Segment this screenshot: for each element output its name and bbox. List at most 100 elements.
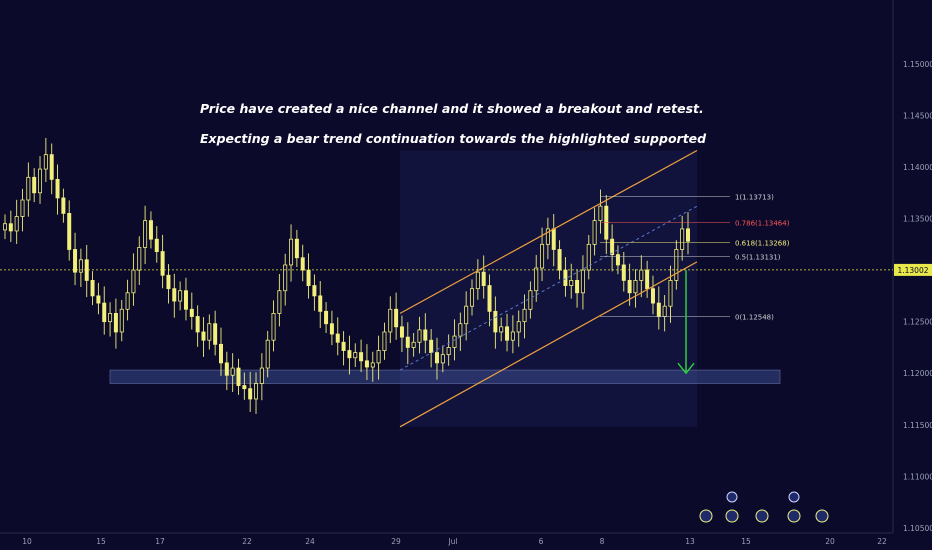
candle-body	[423, 329, 428, 341]
candle-body	[621, 264, 626, 281]
y-tick-label: 1.12000	[903, 369, 932, 378]
annotation-note-1: Price have created a nice channel and it…	[200, 101, 704, 116]
candle-body	[656, 302, 661, 317]
candle-body	[633, 280, 638, 294]
candle-body	[289, 238, 294, 266]
candle-body	[399, 326, 404, 338]
candle-body	[563, 269, 568, 286]
candle-body	[586, 243, 591, 271]
candle-body	[73, 249, 78, 273]
candle-body	[148, 220, 153, 240]
x-tick-label: 6	[539, 537, 544, 546]
candle-body	[405, 336, 410, 348]
candle-body	[464, 305, 469, 325]
candle-body	[131, 269, 136, 294]
candle-body	[615, 254, 620, 266]
candle-body	[55, 178, 60, 199]
candle-body	[580, 269, 585, 294]
candle-body	[3, 223, 8, 231]
event-marker-icon	[699, 509, 713, 523]
candle-body	[569, 280, 574, 286]
x-tick-label: 20	[825, 537, 835, 546]
candle-body	[213, 323, 218, 345]
x-tick-label: 17	[155, 537, 165, 546]
candle-body	[248, 388, 253, 400]
fib-level-label: 0.5(1.13131)	[735, 254, 781, 262]
projection-arrow-head	[677, 362, 695, 375]
candle-body	[510, 331, 515, 341]
candle-body	[96, 295, 101, 304]
candle-body	[475, 271, 480, 290]
candle-body	[370, 362, 375, 368]
x-tick-label: 22	[877, 537, 887, 546]
candle-body	[108, 313, 113, 323]
candle-body	[195, 316, 200, 333]
candle-body	[557, 249, 562, 271]
candle-body	[26, 176, 31, 201]
candle-body	[575, 280, 580, 294]
x-tick-label: 8	[600, 537, 605, 546]
y-tick-label: 1.15000	[903, 60, 932, 69]
candle-body	[160, 251, 165, 276]
candle-body	[67, 213, 72, 250]
candle-body	[119, 308, 124, 333]
candle-body	[359, 352, 364, 362]
candle-body	[662, 305, 667, 317]
candle-body	[271, 313, 276, 341]
candle-body	[8, 223, 13, 232]
candle-body	[49, 154, 54, 180]
candle-body	[528, 290, 533, 310]
x-tick-label: 15	[741, 537, 751, 546]
candle-body	[189, 308, 194, 317]
candle-body	[265, 339, 270, 369]
candle-body	[341, 341, 346, 351]
event-marker-icon	[788, 491, 800, 503]
event-marker-icon	[755, 509, 769, 523]
candle-body	[143, 220, 148, 248]
candle-body	[347, 350, 352, 359]
y-tick-label: 1.13500	[903, 215, 932, 224]
candle-body	[172, 288, 177, 302]
x-tick-label: 13	[685, 537, 695, 546]
candle-body	[551, 228, 556, 250]
candle-body	[277, 290, 282, 314]
event-marker-icon	[815, 509, 829, 523]
candle-body	[592, 220, 597, 245]
candle-body	[154, 238, 159, 252]
candle-body	[364, 360, 369, 368]
candle-body	[487, 285, 492, 312]
candle-body	[417, 329, 422, 343]
candle-body	[540, 243, 545, 269]
candle-body	[14, 216, 19, 232]
x-tick-label: 29	[391, 537, 401, 546]
channel-lower-line	[399, 261, 698, 428]
candle-body	[294, 238, 299, 259]
event-marker-icon	[725, 509, 739, 523]
candle-body	[353, 352, 358, 359]
candle-body	[254, 383, 259, 400]
candle-body	[686, 228, 691, 242]
candle-body	[376, 350, 381, 364]
candle-body	[452, 335, 457, 348]
y-tick-label: 1.12500	[903, 318, 932, 327]
y-tick-label: 1.10500	[903, 524, 932, 533]
x-tick-label: 10	[22, 537, 32, 546]
x-tick-label: Jul	[447, 537, 457, 546]
candle-body	[470, 288, 475, 307]
candle-body	[324, 310, 329, 325]
candle-body	[440, 354, 445, 364]
candle-body	[242, 385, 247, 390]
candle-body	[43, 154, 48, 170]
candle-body	[394, 308, 399, 328]
candle-body	[411, 341, 416, 348]
candle-body	[113, 313, 118, 333]
candle-body	[183, 290, 188, 310]
y-tick-label: 1.11000	[903, 472, 932, 481]
candle-body	[102, 302, 107, 323]
candle-body	[259, 367, 264, 384]
event-marker-icon	[726, 491, 738, 503]
current-price-tag	[894, 263, 932, 276]
candle-body	[207, 323, 212, 341]
